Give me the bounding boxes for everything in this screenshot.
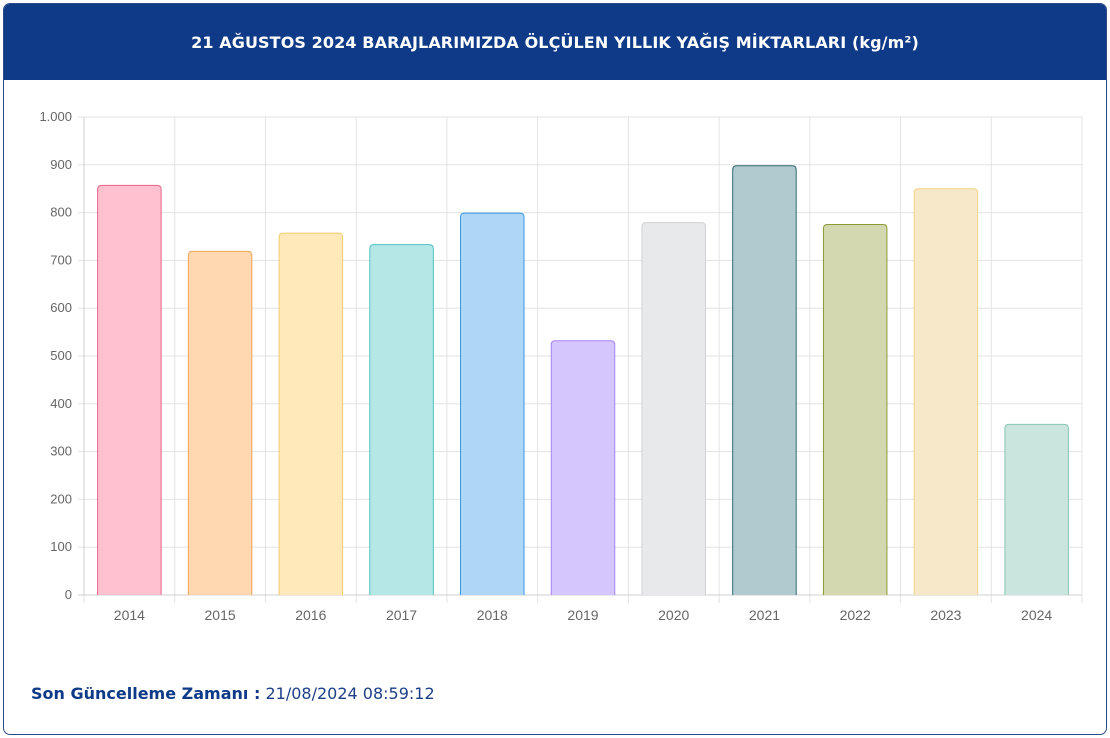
y-tick-label: 100 bbox=[50, 539, 72, 554]
bar-2021 bbox=[732, 165, 797, 596]
y-tick-label: 900 bbox=[50, 157, 72, 172]
bar-outline-2017 bbox=[369, 244, 434, 595]
bar-2017 bbox=[369, 244, 434, 595]
bar-2016 bbox=[279, 233, 343, 596]
bar-outline-2020 bbox=[641, 222, 706, 595]
bar-outline-2022 bbox=[822, 224, 888, 595]
y-tick-label: 500 bbox=[50, 348, 72, 363]
bar-outline-2024 bbox=[1004, 423, 1069, 595]
last-updated-value: 21/08/2024 08:59:12 bbox=[265, 684, 435, 703]
bar-2020 bbox=[641, 222, 706, 595]
y-tick-label: 800 bbox=[50, 205, 72, 220]
y-tick-label: 400 bbox=[50, 396, 72, 411]
bar-2019 bbox=[551, 340, 615, 595]
last-updated: Son Güncelleme Zamanı : 21/08/2024 08:59… bbox=[31, 684, 435, 703]
x-tick-label: 2017 bbox=[386, 607, 417, 623]
x-tick-label: 2023 bbox=[930, 607, 961, 623]
bar-2023 bbox=[914, 188, 978, 595]
x-tick-label: 2019 bbox=[567, 607, 598, 623]
y-tick-label: 300 bbox=[50, 444, 72, 459]
x-tick-label: 2020 bbox=[658, 607, 689, 623]
bar-outline-2015 bbox=[187, 250, 253, 595]
x-tick-label: 2021 bbox=[749, 607, 780, 623]
bar-outline-2018 bbox=[460, 212, 525, 595]
x-tick-label: 2016 bbox=[295, 607, 326, 623]
chart-card: 21 AĞUSTOS 2024 BARAJLARIMIZDA ÖLÇÜLEN Y… bbox=[3, 3, 1107, 735]
bar-outline-2016 bbox=[278, 232, 344, 595]
y-tick-label: 0 bbox=[65, 587, 72, 602]
y-tick-label: 700 bbox=[50, 252, 72, 267]
bar-outline-2021 bbox=[732, 165, 797, 595]
chart-title: 21 AĞUSTOS 2024 BARAJLARIMIZDA ÖLÇÜLEN Y… bbox=[191, 32, 919, 52]
bar-outline-2019 bbox=[550, 340, 616, 595]
y-tick-label: 1.000 bbox=[39, 109, 72, 124]
chart-title-bar: 21 AĞUSTOS 2024 BARAJLARIMIZDA ÖLÇÜLEN Y… bbox=[4, 4, 1106, 80]
y-tick-label: 600 bbox=[50, 300, 72, 315]
x-tick-label: 2024 bbox=[1021, 607, 1052, 623]
bar-2022 bbox=[823, 224, 887, 596]
bar-chart: 0 100 200 300 400 500 600 700 800 900 1.000 2014 201… bbox=[39, 109, 1083, 623]
bar-2018 bbox=[460, 213, 525, 595]
x-tick-label: 2018 bbox=[477, 607, 508, 623]
bar-outline-2014 bbox=[97, 184, 162, 595]
y-tick-label: 200 bbox=[50, 491, 72, 506]
bar-2024 bbox=[1004, 424, 1069, 595]
x-tick-label: 2022 bbox=[840, 607, 871, 623]
x-tick-label: 2015 bbox=[205, 607, 236, 623]
bar-outline-2023 bbox=[913, 188, 979, 595]
bar-2015 bbox=[188, 251, 252, 595]
last-updated-label: Son Güncelleme Zamanı : bbox=[31, 684, 261, 703]
x-tick-label: 2014 bbox=[114, 607, 145, 623]
bar-2014 bbox=[97, 185, 162, 595]
